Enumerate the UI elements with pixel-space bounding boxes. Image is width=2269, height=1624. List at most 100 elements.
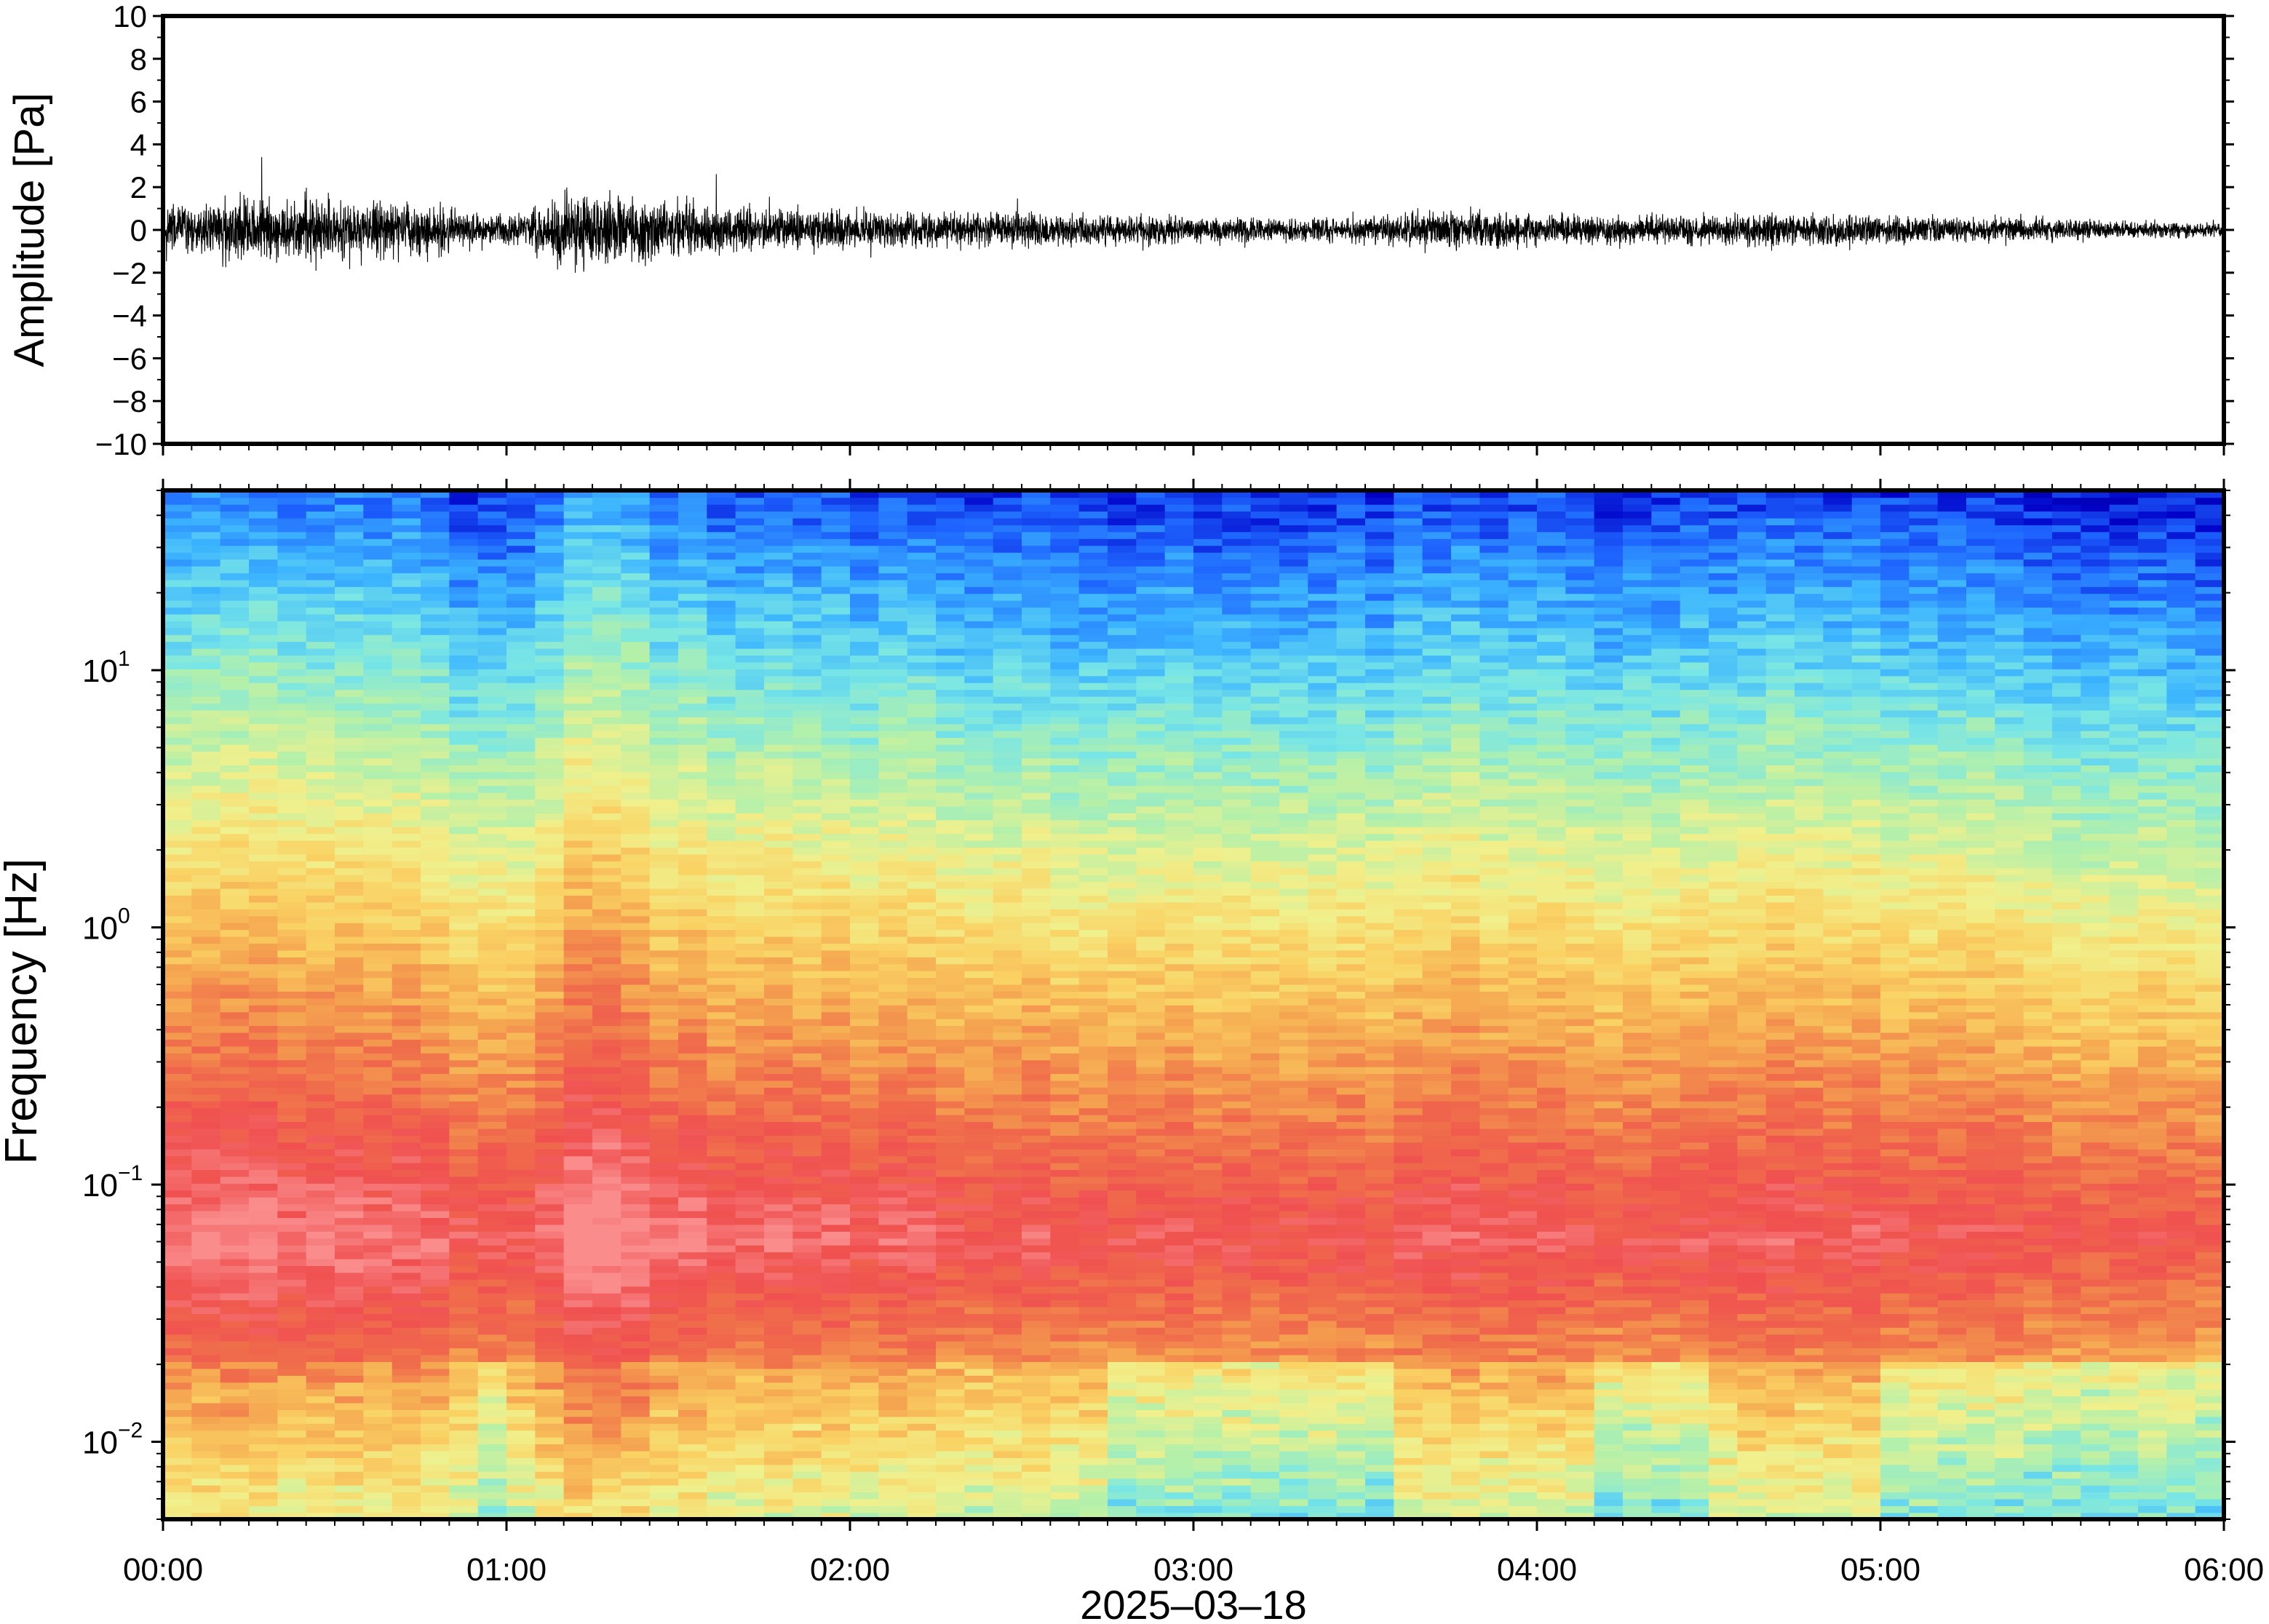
spectrogram-cell bbox=[249, 765, 279, 773]
spectrogram-cell bbox=[592, 744, 622, 752]
spectrogram-cell bbox=[1050, 1436, 1080, 1445]
spectrogram-cell bbox=[850, 901, 880, 909]
spectrogram-cell bbox=[249, 1340, 279, 1349]
spectrogram-cell bbox=[735, 1505, 765, 1513]
spectrogram-cell bbox=[592, 1217, 622, 1225]
spectrogram-cell bbox=[335, 1169, 365, 1177]
spectrogram-cell bbox=[506, 559, 536, 567]
spectrogram-cell bbox=[764, 545, 794, 553]
spectrogram-cell bbox=[649, 490, 679, 498]
spectrogram-cell bbox=[678, 861, 708, 869]
spectrogram-cell bbox=[764, 771, 794, 779]
spectrogram-cell bbox=[964, 696, 994, 704]
spectrogram-cell bbox=[592, 1073, 622, 1081]
spectrogram-cell bbox=[277, 1032, 307, 1040]
spectrogram-cell bbox=[363, 778, 393, 787]
spectrogram-cell bbox=[421, 600, 450, 608]
spectrogram-cell bbox=[163, 1066, 193, 1075]
spectrogram-cell bbox=[936, 1348, 966, 1356]
spectrogram-cell bbox=[363, 1011, 393, 1019]
spectrogram-cell bbox=[1022, 1492, 1052, 1500]
spectrogram-cell bbox=[878, 1121, 908, 1129]
spectrogram-cell bbox=[821, 593, 851, 601]
spectrogram-cell bbox=[878, 778, 908, 787]
spectrogram-cell bbox=[592, 778, 622, 787]
spectrogram-cell bbox=[993, 1299, 1022, 1307]
spectrogram-cell bbox=[191, 689, 221, 697]
spectrogram-cell bbox=[850, 1011, 880, 1019]
spectrogram-cell bbox=[563, 1183, 593, 1191]
spectrogram-cell bbox=[707, 737, 736, 745]
spectrogram-cell bbox=[936, 1018, 966, 1027]
spectrogram-cell bbox=[306, 517, 335, 525]
spectrogram-cell bbox=[936, 1402, 966, 1410]
spectrogram-cell bbox=[821, 545, 851, 553]
spectrogram-cell bbox=[449, 957, 479, 965]
spectrogram-cell bbox=[191, 1080, 221, 1088]
spectrogram-cell bbox=[1022, 655, 1052, 663]
spectrogram-cell bbox=[1050, 792, 1080, 800]
spectrogram-cell bbox=[277, 586, 307, 594]
spectrogram-cell bbox=[163, 1361, 193, 1369]
spectrogram-cell bbox=[592, 661, 622, 669]
spectrogram-cell bbox=[249, 1348, 279, 1356]
spectrogram-cell bbox=[964, 525, 994, 533]
spectrogram-cell bbox=[936, 1306, 966, 1314]
spectrogram-cell bbox=[249, 901, 279, 909]
spectrogram-cell bbox=[621, 1190, 651, 1198]
spectrogram-cell bbox=[449, 1368, 479, 1376]
spectrogram-cell bbox=[1022, 709, 1052, 717]
spectrogram-cell bbox=[477, 1464, 507, 1472]
spectrogram-cell bbox=[477, 559, 507, 567]
spectrogram-cell bbox=[821, 984, 851, 992]
spectrogram-cell bbox=[163, 771, 193, 779]
spectrogram-cell bbox=[993, 1224, 1022, 1232]
spectrogram-cell bbox=[592, 634, 622, 642]
spectrogram-cell bbox=[220, 1505, 250, 1513]
spectrogram-cell bbox=[363, 1361, 393, 1369]
spectrogram-cell bbox=[506, 833, 536, 841]
spectrogram-cell bbox=[421, 1354, 450, 1362]
spectrogram-cell bbox=[392, 634, 421, 642]
spectrogram-cell bbox=[592, 1361, 622, 1369]
spectrogram-cell bbox=[335, 1265, 365, 1273]
spectrogram-cell bbox=[563, 1176, 593, 1184]
spectrogram-cell bbox=[1022, 627, 1052, 635]
spectrogram-cell bbox=[821, 1478, 851, 1486]
spectrogram-cell bbox=[907, 1299, 937, 1307]
spectrogram-cell bbox=[449, 765, 479, 773]
spectrogram-cell bbox=[678, 1066, 708, 1075]
spectrogram-cell bbox=[678, 531, 708, 539]
spectrogram-cell bbox=[563, 503, 593, 512]
spectrogram-cell bbox=[277, 1258, 307, 1267]
spectrogram-cell bbox=[764, 1484, 794, 1493]
spectrogram-cell bbox=[907, 1265, 937, 1273]
spectrogram-cell bbox=[735, 1238, 765, 1246]
spectrogram-cell bbox=[678, 717, 708, 725]
spectrogram-cell bbox=[363, 1313, 393, 1321]
spectrogram-cell bbox=[306, 1354, 335, 1362]
spectrogram-cell bbox=[477, 1423, 507, 1431]
spectrogram-cell bbox=[506, 1121, 536, 1129]
spectrogram-cell bbox=[449, 1142, 479, 1150]
spectrogram-cell bbox=[907, 723, 937, 731]
spectrogram-cell bbox=[220, 1320, 250, 1328]
spectrogram-cell bbox=[249, 1375, 279, 1383]
spectrogram-cell bbox=[535, 586, 565, 594]
spectrogram-cell bbox=[1022, 1313, 1052, 1321]
spectrogram-cell bbox=[277, 689, 307, 697]
spectrogram-cell bbox=[477, 641, 507, 649]
spectrogram-cell bbox=[335, 565, 365, 573]
spectrogram-cell bbox=[249, 737, 279, 745]
spectrogram-cell bbox=[306, 717, 335, 725]
spectrogram-cell bbox=[878, 840, 908, 848]
spectrogram-cell bbox=[764, 627, 794, 635]
spectrogram-cell bbox=[477, 1444, 507, 1452]
spectrogram-cell bbox=[821, 1292, 851, 1301]
spectrogram-cell bbox=[649, 1388, 679, 1397]
spectrogram-cell bbox=[477, 1402, 507, 1410]
spectrogram-cell bbox=[249, 1430, 279, 1438]
spectrogram-cell bbox=[1078, 1382, 1108, 1390]
spectrogram-cell bbox=[477, 1313, 507, 1321]
spectrogram-cell bbox=[220, 853, 250, 861]
